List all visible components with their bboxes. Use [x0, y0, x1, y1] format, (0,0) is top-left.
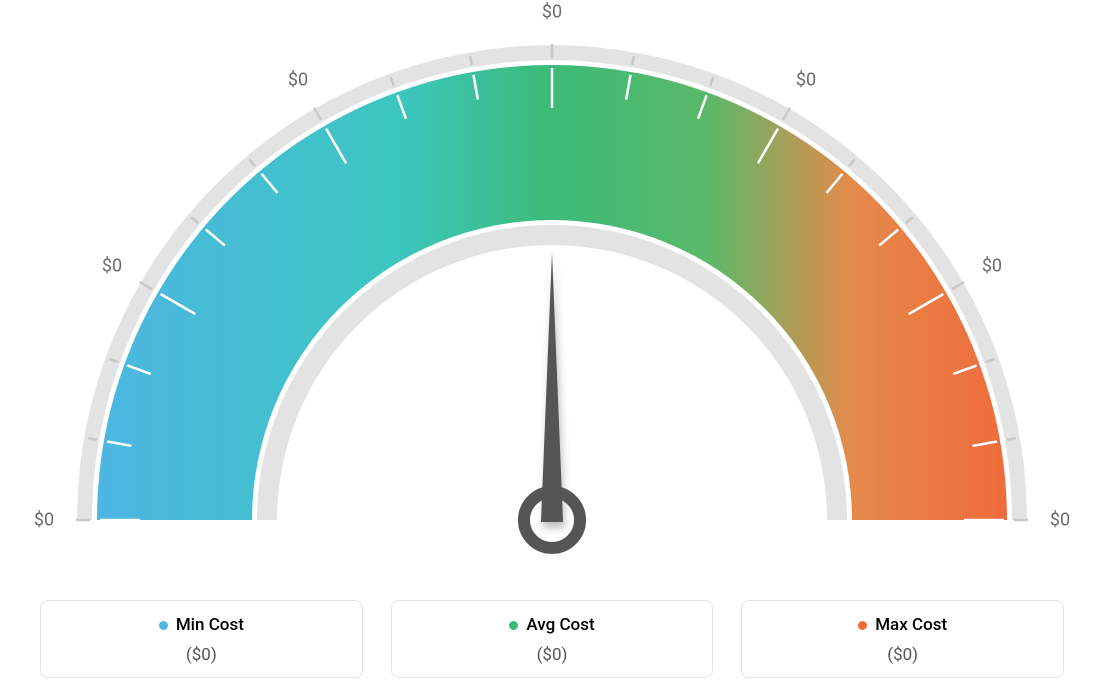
legend-card-max: Max Cost ($0) [741, 600, 1064, 679]
legend-value-min: ($0) [51, 645, 352, 665]
legend-title-max: Max Cost [858, 615, 947, 635]
dot-icon [509, 621, 518, 630]
scale-tick-label: $0 [1050, 510, 1070, 531]
legend-title-min: Min Cost [159, 615, 244, 635]
legend-card-min: Min Cost ($0) [40, 600, 363, 679]
legend-title-text: Max Cost [875, 615, 947, 635]
dot-icon [159, 621, 168, 630]
legend-value-avg: ($0) [402, 645, 703, 665]
scale-tick-label: $0 [796, 70, 816, 91]
scale-tick-label: $0 [982, 256, 1002, 277]
legend-title-avg: Avg Cost [509, 615, 594, 635]
scale-tick-label: $0 [34, 510, 54, 531]
gauge-chart: $0 $0 $0 $0 $0 $0 $0 [0, 0, 1104, 560]
legend-title-text: Min Cost [176, 615, 244, 635]
scale-tick-label: $0 [288, 70, 308, 91]
scale-tick-label: $0 [542, 2, 562, 23]
gauge-svg [0, 0, 1104, 560]
legend-title-text: Avg Cost [526, 615, 594, 635]
legend-card-avg: Avg Cost ($0) [391, 600, 714, 679]
scale-tick-label: $0 [102, 256, 122, 277]
dot-icon [858, 621, 867, 630]
legend-value-max: ($0) [752, 645, 1053, 665]
legend-row: Min Cost ($0) Avg Cost ($0) Max Cost ($0… [40, 600, 1064, 679]
